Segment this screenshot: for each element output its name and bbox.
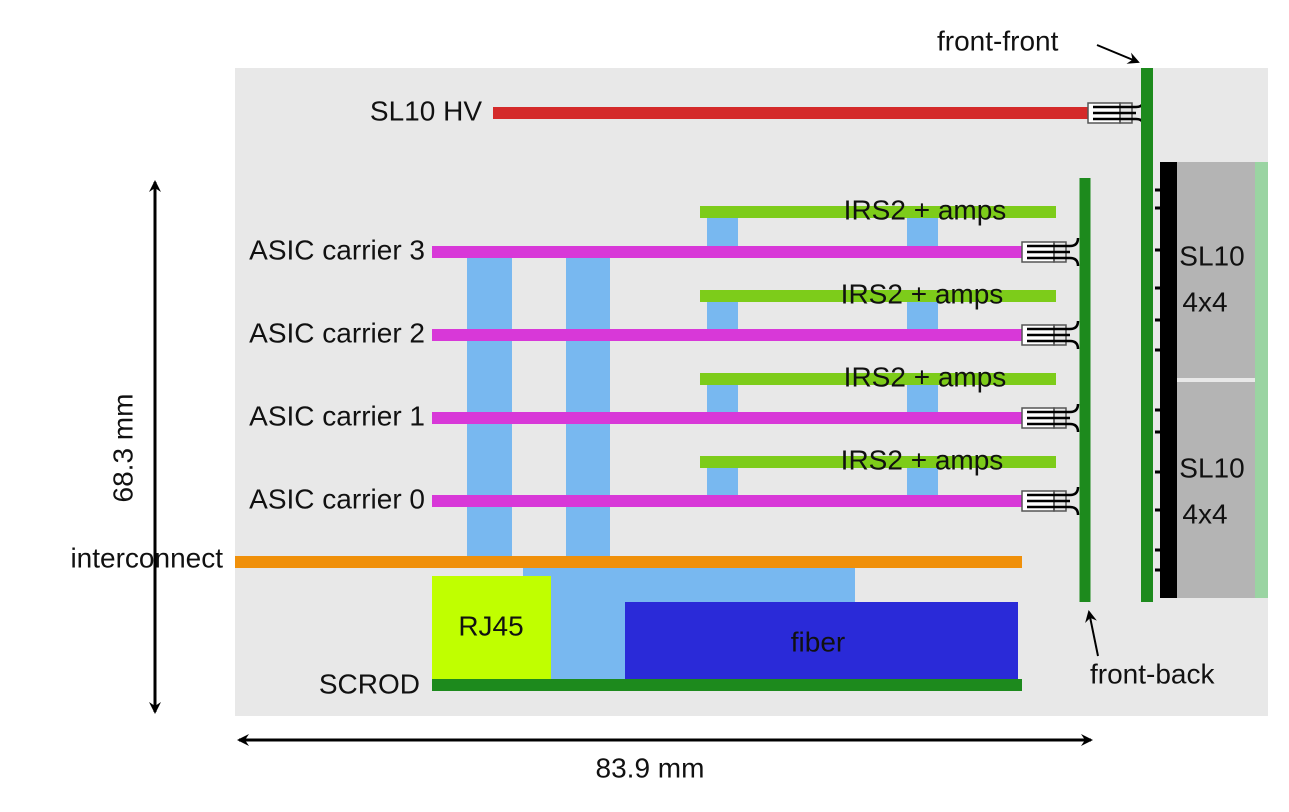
irs2-label: IRS2 + amps — [841, 444, 1004, 475]
callout-arrow — [1096, 44, 1140, 64]
interconnect-label: interconnect — [70, 542, 223, 573]
sl10-back — [1160, 162, 1177, 598]
irs2-label: IRS2 + amps — [844, 194, 1007, 225]
pins — [1155, 188, 1175, 572]
sl10-name: SL10 — [1179, 240, 1244, 271]
irs2-label: IRS2 + amps — [841, 278, 1004, 309]
rj45 — [432, 576, 551, 680]
scrod-label: SCROD — [319, 668, 420, 699]
rj45-label: RJ45 — [458, 610, 523, 641]
width-label: 83.9 mm — [596, 752, 705, 783]
asic-label: ASIC carrier 0 — [249, 483, 425, 514]
hv-label: SL10 HV — [370, 95, 482, 126]
asic-label: ASIC carrier 1 — [249, 400, 425, 431]
fiber — [625, 602, 1018, 680]
front-back-label: front-back — [1090, 658, 1215, 689]
asic-label: ASIC carrier 2 — [249, 317, 425, 348]
callout-arrow — [1085, 610, 1099, 657]
fiber-label: fiber — [791, 626, 845, 657]
sl10-module — [1175, 162, 1255, 378]
height-label: 68.3 mm — [107, 394, 138, 503]
asic-carriers — [432, 246, 1022, 507]
irs2-bars — [700, 206, 1056, 468]
sl10-window — [1255, 162, 1268, 598]
sl10-size: 4x4 — [1182, 498, 1227, 529]
asic-label: ASIC carrier 3 — [249, 234, 425, 265]
sl10-size: 4x4 — [1182, 286, 1227, 317]
sl10-name: SL10 — [1179, 452, 1244, 483]
irs2-label: IRS2 + amps — [844, 361, 1007, 392]
front-front-label: front-front — [937, 25, 1059, 56]
sl10-module — [1175, 382, 1255, 598]
